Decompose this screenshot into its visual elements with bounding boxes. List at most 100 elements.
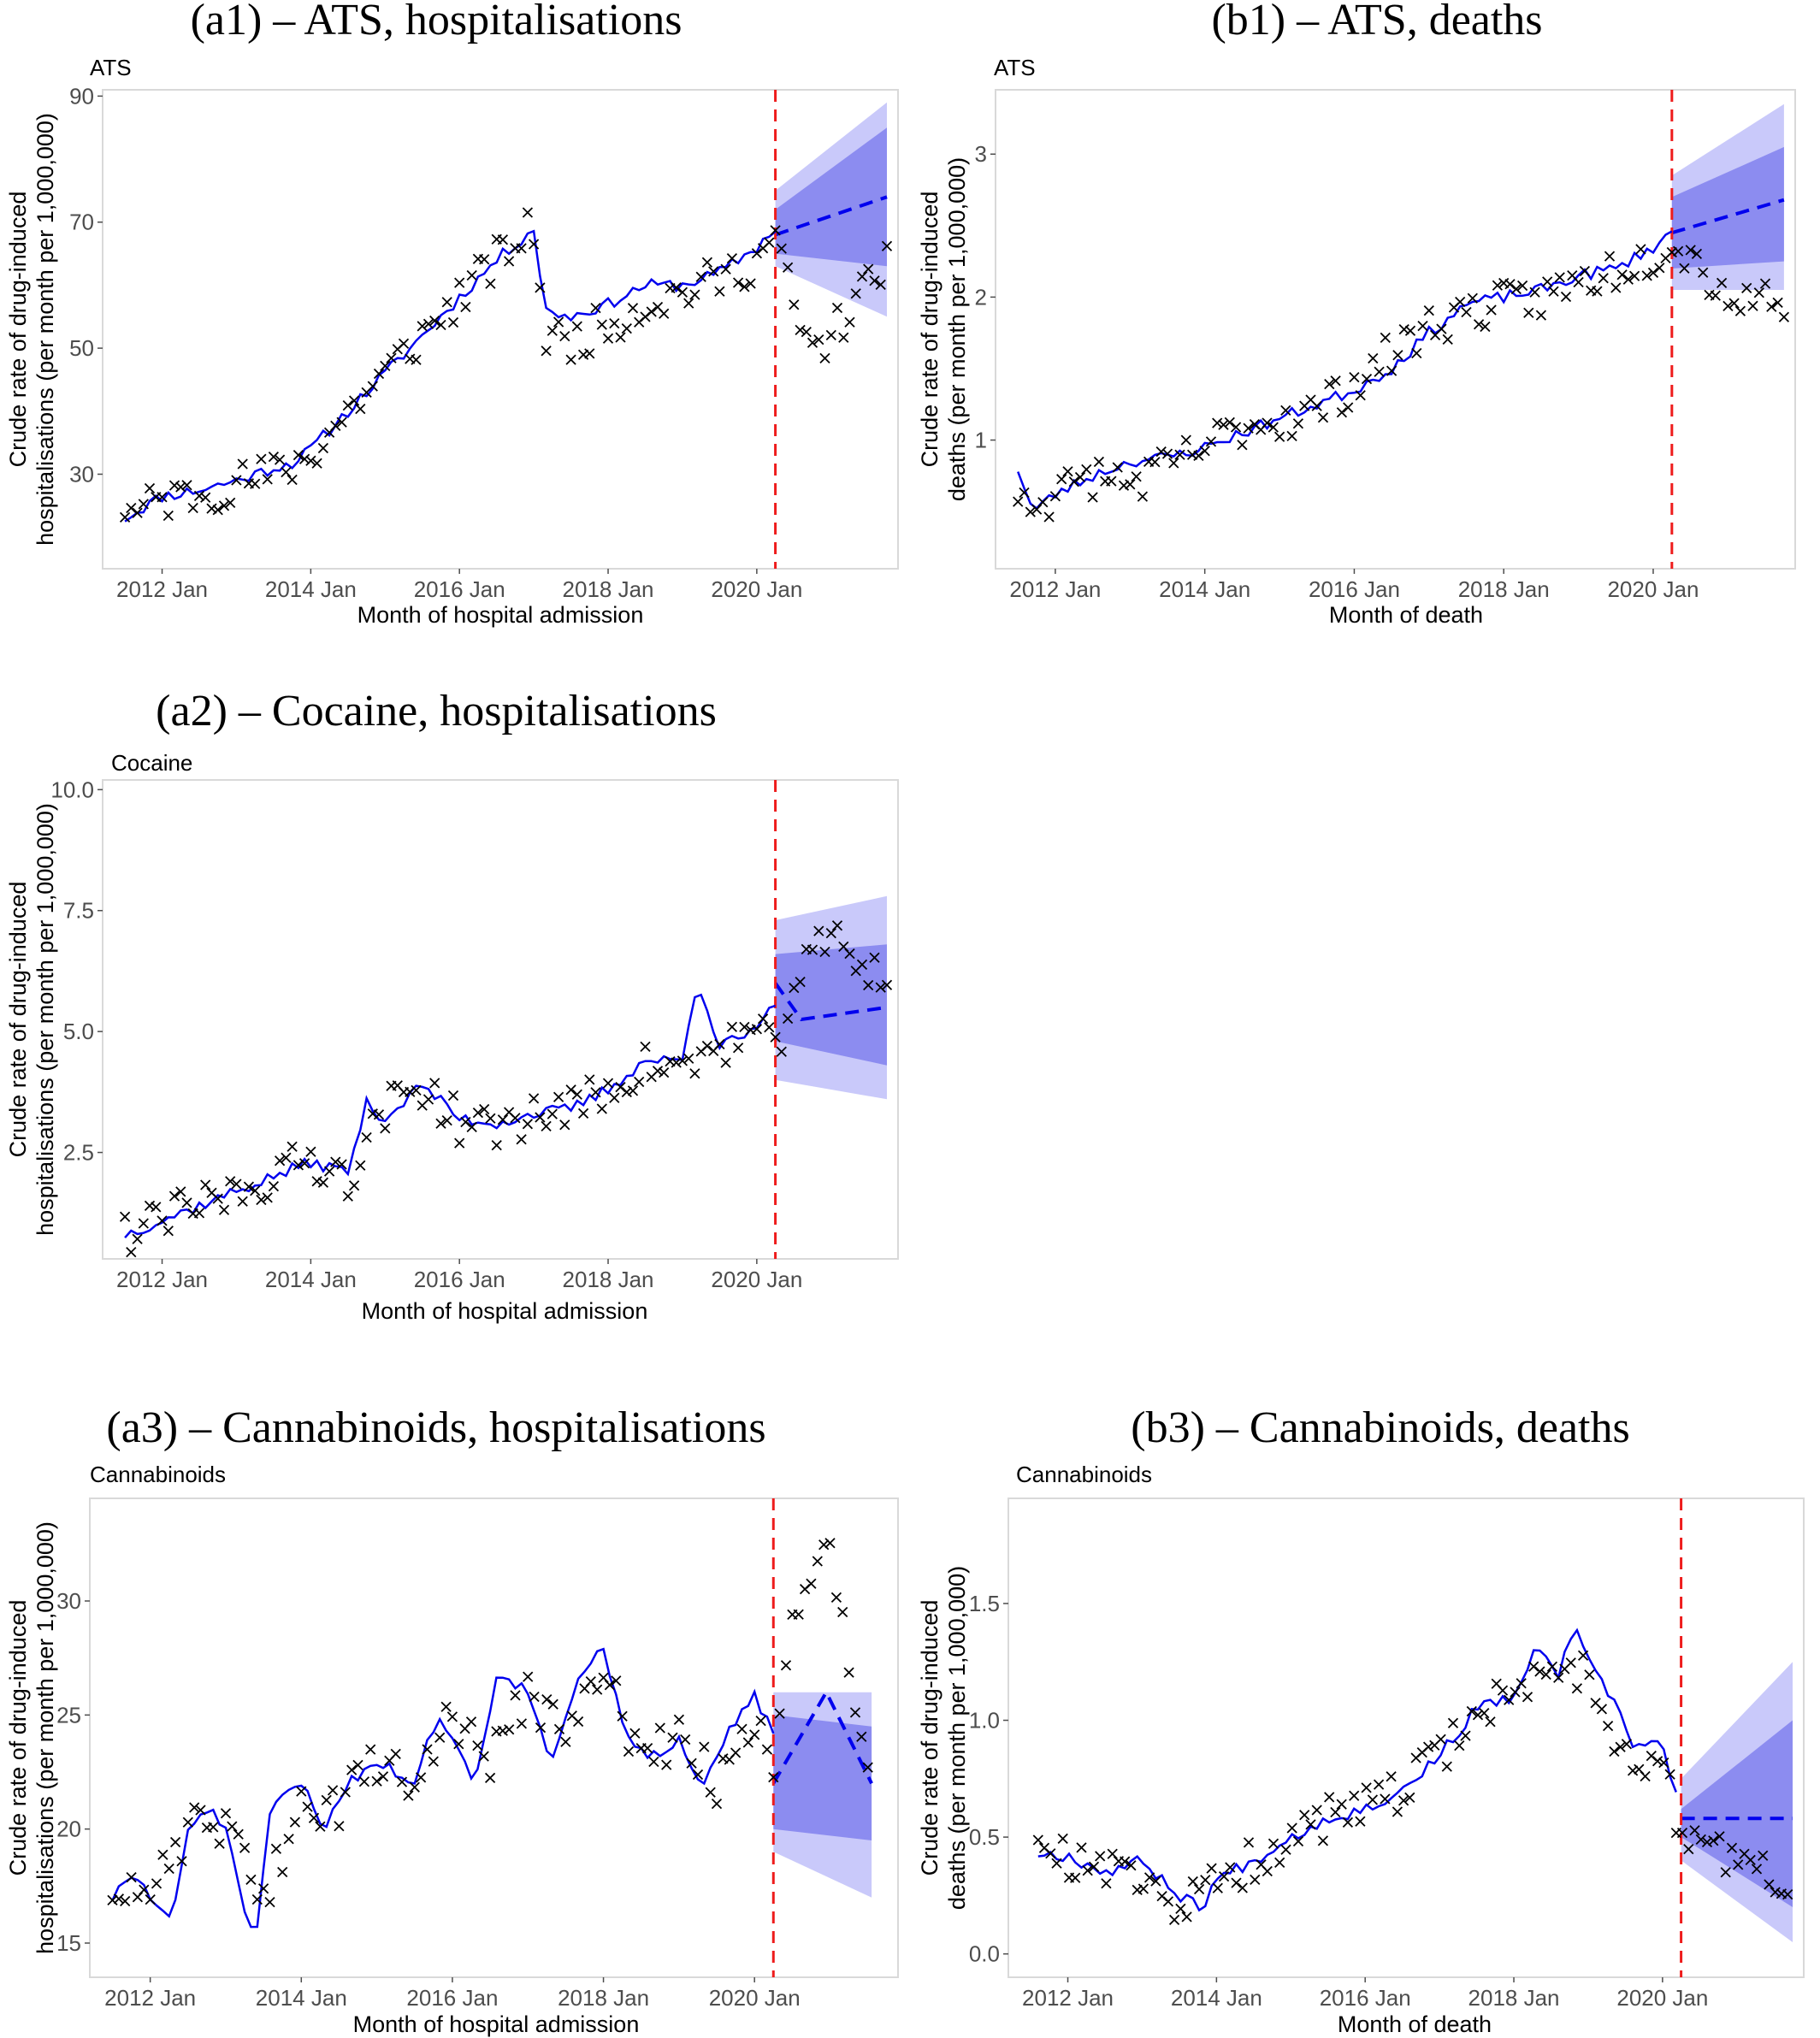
observed-point <box>1422 1741 1434 1752</box>
observed-point <box>1461 306 1472 318</box>
observed-point <box>1280 1844 1291 1855</box>
observed-point <box>352 1759 363 1771</box>
observed-point <box>1212 1882 1223 1893</box>
observed-point <box>1268 1838 1279 1849</box>
observed-point <box>652 1066 664 1077</box>
chart-subtitle: ATS <box>994 55 1036 80</box>
y-axis-label: Crude rate of drug-induced deaths (per m… <box>917 157 970 501</box>
observed-point <box>825 329 836 341</box>
observed-point <box>850 288 861 299</box>
y-tick-label: 1.5 <box>969 1591 1000 1616</box>
observed-point <box>1374 366 1385 377</box>
observed-point <box>1398 323 1409 335</box>
observed-point <box>535 1112 546 1123</box>
observed-point <box>283 1834 294 1845</box>
x-tick-label: 2012 Jan <box>104 1985 196 2011</box>
observed-point <box>1441 1761 1452 1772</box>
forecast-band-inner <box>1681 1720 1793 1907</box>
x-axis-ticks: 2012 Jan 2014 Jan 2016 Jan 2018 Jan 2020 Jan <box>116 1259 802 1292</box>
observed-point <box>837 1606 848 1618</box>
observed-point <box>1311 1805 1322 1816</box>
observed-point <box>317 442 329 454</box>
y-tick-label: 1.0 <box>969 1708 1000 1734</box>
y-tick-label: 3 <box>975 141 987 167</box>
observed-point <box>274 1155 286 1167</box>
observed-point <box>584 348 595 359</box>
observed-point <box>287 474 298 486</box>
observed-point <box>1423 304 1434 316</box>
observed-point <box>711 1798 723 1810</box>
observed-point <box>1734 305 1746 316</box>
observed-point <box>281 1152 292 1163</box>
observed-point <box>856 1731 867 1742</box>
observed-point <box>1392 350 1403 361</box>
observed-point <box>1751 1864 1763 1875</box>
chart-a3: (a3) – Cannabinoids, hospitalisations Ca… <box>5 1403 899 2037</box>
observed-point <box>367 381 378 392</box>
observed-point <box>1230 422 1242 433</box>
observed-point <box>1616 269 1628 281</box>
observed-point <box>1361 1782 1372 1793</box>
observed-point <box>380 1123 391 1134</box>
observed-point <box>1051 1858 1062 1869</box>
observed-point <box>528 1093 540 1104</box>
observed-point <box>1373 1779 1385 1790</box>
observed-point <box>1782 1888 1793 1900</box>
observed-point <box>1504 279 1516 290</box>
y-tick-label: 70 <box>69 210 94 235</box>
forecast-line <box>1671 198 1785 235</box>
observed-point <box>478 1751 489 1762</box>
observed-point <box>755 1715 766 1727</box>
fitted-line <box>111 1647 775 1929</box>
observed-point <box>1049 491 1061 502</box>
observed-point <box>434 1732 446 1743</box>
observed-point <box>250 478 261 489</box>
observed-point <box>163 1863 174 1875</box>
y-axis-label: Crude rate of drug-induced hospitalisati… <box>5 1521 58 1954</box>
observed-point <box>782 262 794 273</box>
observed-point <box>604 1680 616 1691</box>
observed-point <box>429 315 440 327</box>
observed-point <box>541 346 552 357</box>
observed-point <box>1466 1705 1477 1717</box>
observed-point <box>405 1086 416 1097</box>
observed-point <box>1280 405 1291 416</box>
observed-point <box>1205 436 1217 447</box>
observed-point <box>212 1193 223 1204</box>
observed-point <box>187 502 198 514</box>
observed-point <box>1640 1770 1651 1782</box>
observed-point <box>751 248 763 259</box>
forecast-bands <box>1681 1662 1793 1942</box>
observed-point <box>422 318 434 329</box>
observed-point <box>1138 1883 1149 1894</box>
observed-point <box>175 481 186 493</box>
observed-point <box>806 1578 817 1589</box>
observed-point <box>182 1816 193 1828</box>
observed-point <box>298 453 310 464</box>
observed-point <box>1150 1876 1161 1887</box>
observed-point <box>831 920 843 931</box>
x-tick-label: 2016 Jan <box>406 1985 498 2011</box>
observed-point <box>1698 267 1709 278</box>
observed-point <box>305 455 316 466</box>
observed-point <box>1218 419 1229 430</box>
observed-point <box>380 360 391 372</box>
observed-point <box>1467 292 1478 304</box>
observed-point <box>1672 245 1684 257</box>
observed-point <box>472 1107 484 1119</box>
observed-point <box>1311 400 1322 411</box>
observed-point <box>677 1055 688 1066</box>
observed-point <box>1342 1816 1354 1828</box>
observed-point <box>409 1781 420 1793</box>
observed-point <box>1273 431 1285 442</box>
observed-point <box>181 1197 192 1208</box>
observed-point <box>151 1878 162 1889</box>
observed-point <box>807 944 818 955</box>
observed-point <box>590 1087 601 1098</box>
observed-point <box>138 499 149 510</box>
observed-point <box>422 1094 434 1105</box>
observed-point <box>200 1179 211 1190</box>
observed-point <box>168 480 180 491</box>
observed-point <box>699 1741 710 1752</box>
observed-point <box>465 1716 477 1728</box>
